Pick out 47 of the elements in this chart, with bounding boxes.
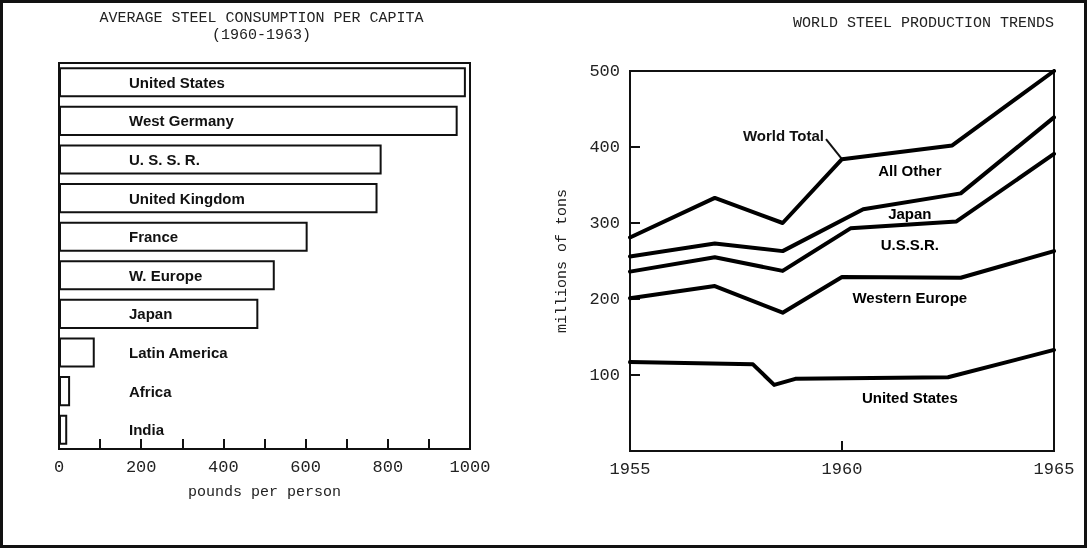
annotation: World Total — [742, 126, 824, 144]
x-tick-label: 800 — [372, 458, 404, 477]
series-label: U.S.S.R. — [880, 235, 940, 253]
line-series — [628, 115, 1056, 259]
x-axis-title: pounds per person — [187, 484, 342, 501]
x-tick-label: 1000 — [449, 458, 491, 477]
bar — [59, 337, 95, 368]
line-series — [628, 347, 1056, 387]
chart-title: WORLD STEEL PRODUCTION TRENDS — [792, 15, 1054, 32]
series-label: United States — [861, 389, 958, 407]
chart-title: AVERAGE STEEL CONSUMPTION PER CAPITA (1960-1963) — [99, 10, 424, 44]
x-tick-label: 0 — [53, 458, 65, 477]
y-tick-label: 200 — [589, 289, 620, 309]
bar — [59, 298, 259, 329]
y-tick-label: Africa — [129, 382, 173, 400]
y-axis-title: millions of tons — [554, 188, 571, 334]
x-tick-label: 600 — [290, 458, 321, 477]
bar — [59, 105, 458, 136]
series-label: Western Europe — [852, 288, 968, 306]
series-label: Japan — [888, 204, 932, 222]
bar — [59, 221, 308, 252]
y-tick-label: 500 — [589, 61, 620, 81]
bar — [59, 260, 275, 291]
y-tick-label: Japan — [129, 305, 173, 323]
y-tick-label: U. S. S. R. — [129, 151, 200, 168]
line-series — [628, 249, 1056, 315]
bar — [59, 376, 71, 407]
y-tick-label: 300 — [589, 213, 620, 233]
x-tick-label: 1960 — [821, 460, 863, 479]
y-tick-label: W. Europe — [129, 266, 203, 284]
bar — [59, 144, 382, 175]
x-tick-label: 1955 — [609, 460, 651, 479]
y-tick-label: France — [129, 228, 179, 246]
y-tick-label: United Kingdom — [129, 189, 245, 207]
y-tick-label: 100 — [589, 365, 620, 385]
y-tick-label: United States — [129, 73, 225, 91]
bar — [59, 183, 378, 214]
bar — [59, 67, 466, 98]
y-tick-label: West Germany — [129, 112, 235, 130]
y-tick-label: India — [129, 421, 165, 439]
line-series — [628, 69, 1056, 240]
y-tick-label: 400 — [589, 137, 620, 157]
series-label: All Other — [878, 162, 942, 180]
line-series — [628, 151, 1056, 274]
y-tick-label: Latin America — [129, 344, 229, 361]
bar — [59, 414, 68, 445]
x-tick-label: 1965 — [1033, 460, 1075, 479]
